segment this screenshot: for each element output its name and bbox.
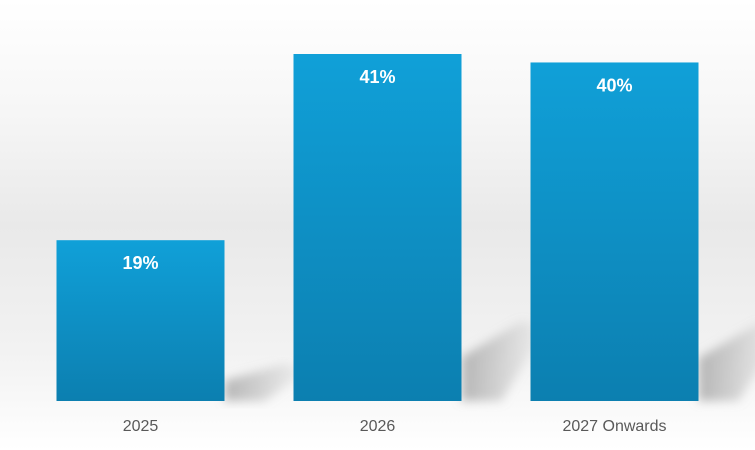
data-labels: 19% 41% 40%	[122, 67, 632, 273]
bar-shadow	[224, 364, 310, 401]
bar-2026	[293, 54, 462, 401]
bar-shadow	[461, 321, 547, 401]
category-label: 2026	[360, 418, 396, 435]
data-label: 41%	[359, 67, 395, 87]
bar-shadows	[224, 321, 755, 401]
data-label: 19%	[122, 253, 158, 273]
bars	[56, 54, 699, 402]
bar-2027-onwards	[530, 62, 699, 402]
category-axis-labels: 2025 2026 2027 Onwards	[123, 418, 667, 435]
bar-2025	[56, 240, 225, 401]
data-label: 40%	[596, 75, 632, 95]
category-label: 2025	[123, 418, 159, 435]
category-label: 2027 Onwards	[562, 418, 666, 435]
bar-shadow	[698, 325, 755, 401]
